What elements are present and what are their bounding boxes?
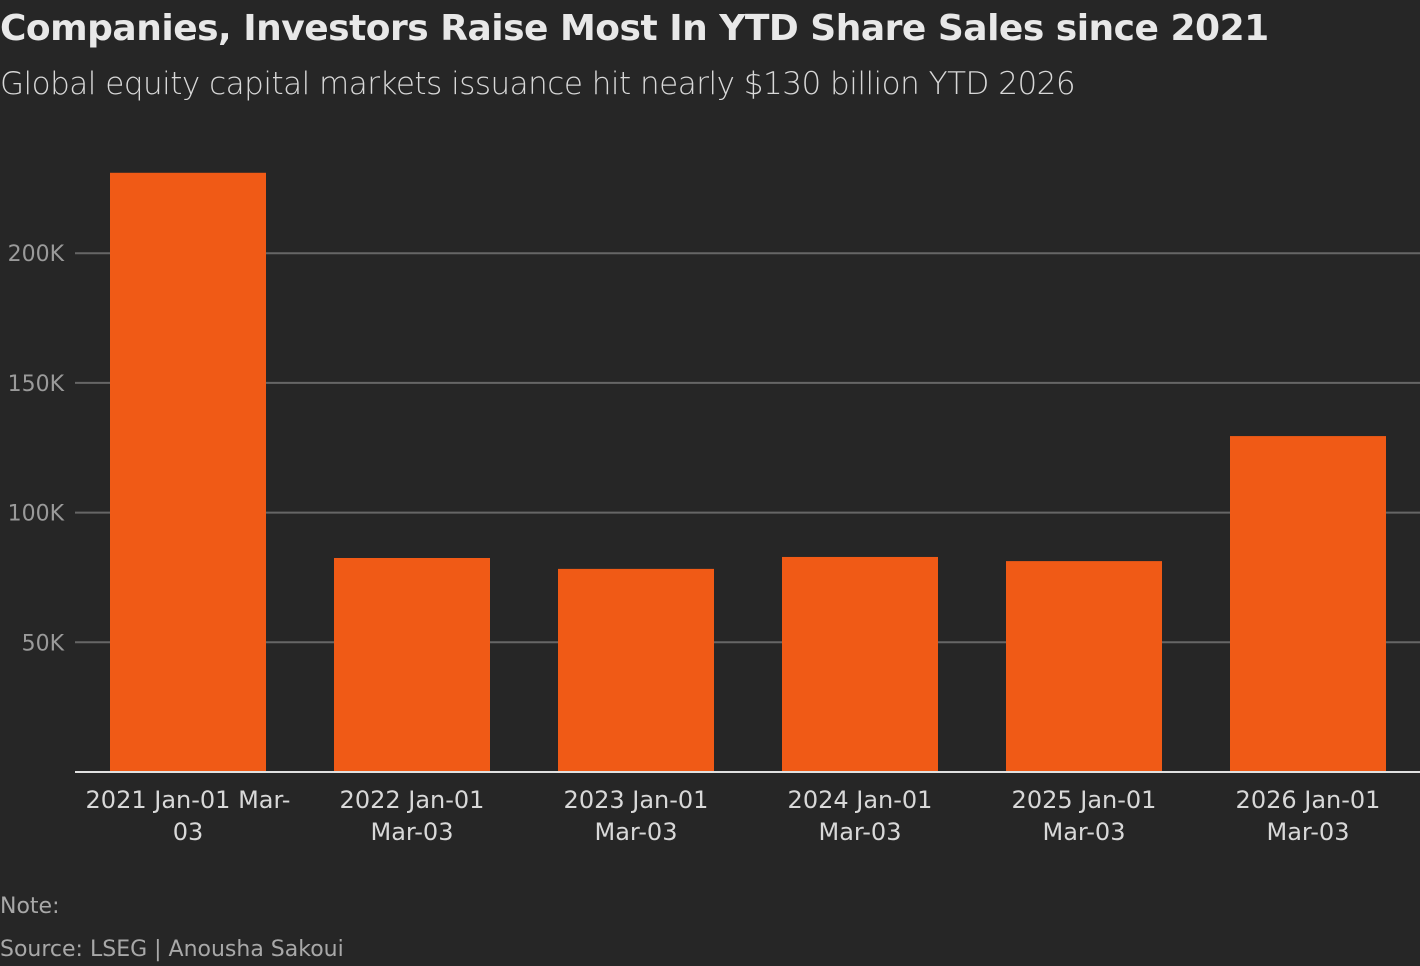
bar bbox=[558, 568, 714, 772]
chart-subtitle: Global equity capital markets issuance h… bbox=[0, 66, 1076, 102]
x-tick-label: Mar-03 bbox=[371, 818, 454, 846]
y-tick-label: 200K bbox=[8, 242, 65, 267]
x-tick-label: 2023 Jan-01 bbox=[564, 786, 709, 814]
bar bbox=[334, 557, 490, 772]
bar bbox=[110, 172, 266, 772]
bar bbox=[1230, 436, 1386, 772]
x-tick-label: 2024 Jan-01 bbox=[788, 786, 933, 814]
x-tick-label: Mar-03 bbox=[1267, 818, 1350, 846]
x-tick-label: 2022 Jan-01 bbox=[340, 786, 485, 814]
bar bbox=[1006, 561, 1162, 772]
chart-note: Note: bbox=[0, 894, 60, 919]
x-tick-label: Mar-03 bbox=[819, 818, 902, 846]
bar bbox=[782, 556, 938, 772]
chart-source: Source: LSEG | Anousha Sakoui bbox=[0, 937, 344, 962]
chart-title: Companies, Investors Raise Most In YTD S… bbox=[0, 8, 1269, 49]
y-tick-label: 50K bbox=[22, 631, 65, 656]
x-tick-label: Mar-03 bbox=[595, 818, 678, 846]
y-tick-label: 100K bbox=[8, 502, 65, 527]
x-tick-label: 03 bbox=[173, 818, 204, 846]
x-tick-label: 2021 Jan-01 Mar- bbox=[86, 786, 291, 814]
x-tick-label: 2026 Jan-01 bbox=[1236, 786, 1381, 814]
x-tick-label: 2025 Jan-01 bbox=[1012, 786, 1157, 814]
x-tick-label: Mar-03 bbox=[1043, 818, 1126, 846]
y-tick-label: 150K bbox=[8, 372, 65, 397]
